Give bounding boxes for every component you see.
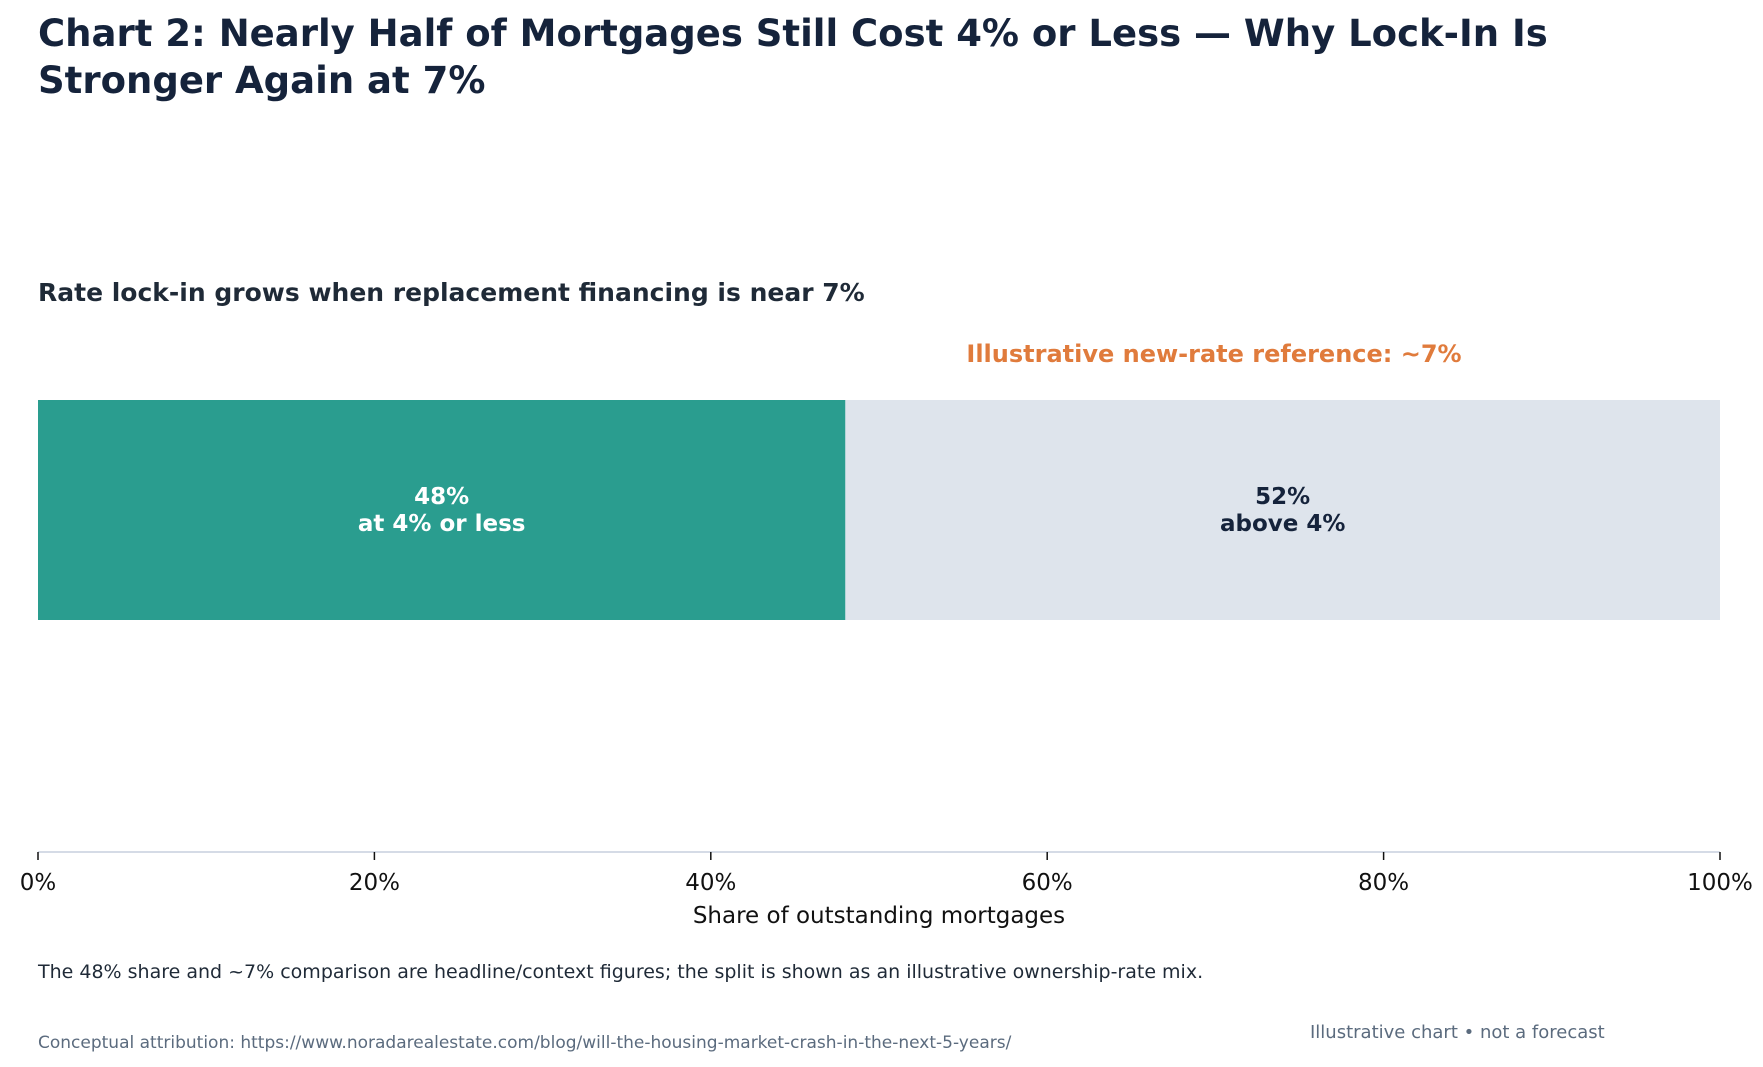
bar-segment-1: [38, 400, 846, 620]
x-tick-label: 100%: [1687, 870, 1753, 896]
x-tick-label: 40%: [685, 870, 736, 896]
x-axis-ticks: 0% 20% 40% 60% 80% 100%: [20, 852, 1753, 896]
x-tick-label: 60%: [1022, 870, 1073, 896]
segment-value-label: 48%: [414, 484, 469, 510]
bars-layer: [38, 400, 1720, 620]
source-attribution: Conceptual attribution: https://www.nora…: [38, 1033, 1012, 1053]
rate-reference-annotation: Illustrative new-rate reference: ~7%: [966, 340, 1461, 368]
x-tick-label: 0%: [20, 870, 57, 896]
x-axis-label: Share of outstanding mortgages: [693, 903, 1065, 929]
segment-category-label: above 4%: [1220, 511, 1345, 537]
bar-segment-label-1: 48% at 4% or less: [358, 484, 526, 537]
x-tick-label: 20%: [349, 870, 400, 896]
footnote: The 48% share and ~7% comparison are hea…: [38, 961, 1204, 983]
disclaimer-note: Illustrative chart • not a forecast: [1310, 1022, 1605, 1043]
bar-segment-2: [845, 400, 1720, 620]
segment-labels: 48% at 4% or less 52% above 4%: [358, 484, 1346, 537]
segment-category-label: at 4% or less: [358, 511, 526, 537]
bar-segment-label-2: 52% above 4%: [1220, 484, 1345, 537]
segment-value-label: 52%: [1255, 484, 1310, 510]
chart-title: Chart 2: Nearly Half of Mortgages Still …: [38, 12, 1548, 102]
chart-subtitle: Rate lock-in grows when replacement fina…: [38, 278, 865, 307]
x-tick-label: 80%: [1358, 870, 1409, 896]
